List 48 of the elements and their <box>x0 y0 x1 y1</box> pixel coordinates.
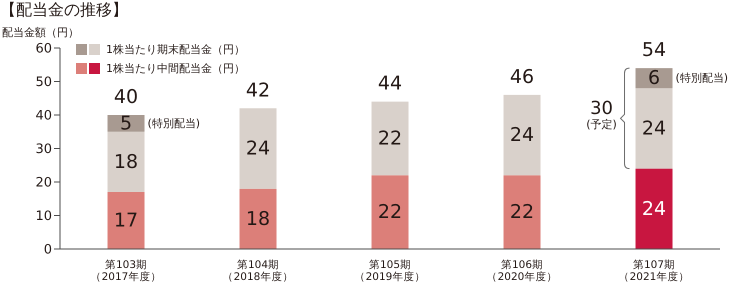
data-label: 18 <box>114 150 138 173</box>
annotation: (予定) <box>586 118 617 131</box>
bar <box>504 94 541 176</box>
total-label: 44 <box>378 72 402 95</box>
annotation: 30 <box>590 98 613 119</box>
total-label: 46 <box>510 66 534 88</box>
bar <box>372 175 409 249</box>
x-tick-label: 第103期（2017年度） <box>90 259 162 283</box>
data-label: 5 <box>120 112 132 134</box>
bar <box>636 88 673 169</box>
y-tick-label: 60 <box>35 42 52 57</box>
bar <box>108 132 145 192</box>
y-tick-label: 50 <box>35 75 52 90</box>
annotation: (特別配当) <box>148 116 200 130</box>
x-tick-label: 第104期（2018年度） <box>222 259 294 283</box>
x-tick-label: 第107期（2021年度） <box>618 259 690 283</box>
data-label: 24 <box>510 124 534 146</box>
y-tick-label: 10 <box>35 209 52 224</box>
data-label: 22 <box>378 127 402 150</box>
y-tick-label: 20 <box>35 176 52 191</box>
bar <box>636 168 673 249</box>
total-label: 54 <box>642 39 666 62</box>
data-label: 22 <box>510 201 534 224</box>
y-tick-label: 40 <box>35 108 52 124</box>
x-tick-label: 第106期（2020年度） <box>486 259 558 283</box>
data-label: 22 <box>378 201 402 224</box>
y-tick-label: 30 <box>35 142 52 158</box>
legend-label: 1株当たり中間配当金（円） <box>106 61 245 76</box>
bar <box>108 192 145 249</box>
bar <box>108 115 145 132</box>
data-label: 24 <box>246 138 270 160</box>
legend-label: 1株当たり期末配当金（円） <box>106 42 245 57</box>
total-label: 42 <box>246 79 270 102</box>
data-label: 18 <box>246 208 270 230</box>
data-label: 24 <box>642 117 666 140</box>
total-label: 40 <box>114 86 138 108</box>
bar <box>240 108 277 189</box>
y-tick-label: 0 <box>44 242 52 258</box>
bar <box>504 175 541 249</box>
bar <box>372 102 409 176</box>
data-label: 6 <box>648 67 660 90</box>
y-axis-title: 配当金額（円） <box>2 25 79 40</box>
data-label: 24 <box>642 198 666 220</box>
x-tick-label: 第105期（2019年度） <box>354 259 426 283</box>
annotation: (特別配当) <box>676 72 728 85</box>
data-label: 17 <box>114 210 138 232</box>
chart-title: 【配当金の推移】 <box>0 0 128 21</box>
bar <box>240 188 277 249</box>
